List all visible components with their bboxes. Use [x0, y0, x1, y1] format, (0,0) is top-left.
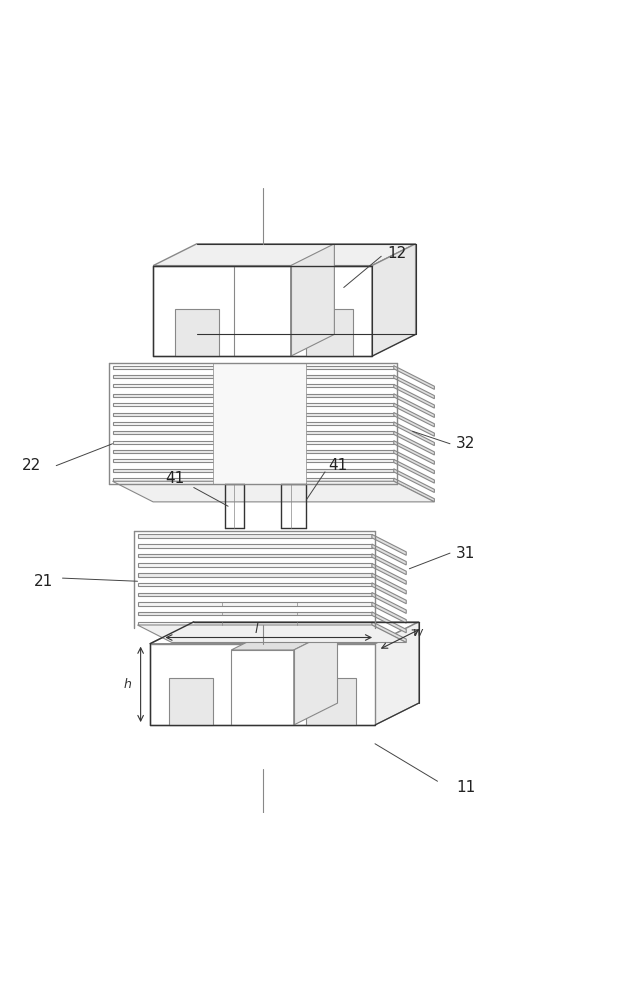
- Polygon shape: [394, 394, 434, 418]
- Polygon shape: [112, 403, 394, 406]
- Polygon shape: [112, 469, 394, 472]
- Polygon shape: [372, 534, 406, 555]
- Text: w: w: [412, 626, 422, 639]
- Polygon shape: [112, 366, 394, 369]
- Polygon shape: [372, 602, 406, 623]
- Polygon shape: [138, 592, 372, 596]
- Polygon shape: [150, 622, 419, 644]
- Polygon shape: [231, 628, 338, 650]
- Polygon shape: [394, 459, 434, 483]
- Polygon shape: [112, 375, 394, 378]
- Text: 22: 22: [22, 458, 41, 473]
- Polygon shape: [372, 544, 406, 565]
- Polygon shape: [375, 622, 419, 725]
- Text: 12: 12: [388, 246, 407, 261]
- Polygon shape: [153, 266, 372, 356]
- Polygon shape: [372, 563, 406, 584]
- Polygon shape: [213, 362, 306, 484]
- Polygon shape: [112, 441, 394, 444]
- Polygon shape: [138, 622, 372, 625]
- Polygon shape: [138, 544, 372, 548]
- Text: 31: 31: [456, 546, 476, 561]
- Polygon shape: [291, 244, 334, 356]
- Polygon shape: [306, 678, 356, 725]
- Polygon shape: [394, 366, 434, 389]
- Polygon shape: [138, 563, 372, 567]
- Text: h: h: [123, 678, 131, 691]
- Polygon shape: [153, 244, 416, 266]
- Text: 21: 21: [34, 574, 53, 589]
- Text: 11: 11: [456, 780, 476, 795]
- Polygon shape: [138, 602, 372, 606]
- Polygon shape: [394, 375, 434, 399]
- Polygon shape: [138, 534, 372, 538]
- Polygon shape: [372, 622, 406, 643]
- Polygon shape: [372, 583, 406, 604]
- Polygon shape: [394, 384, 434, 408]
- Text: 32: 32: [456, 436, 476, 451]
- Polygon shape: [175, 309, 219, 356]
- Polygon shape: [372, 592, 406, 613]
- Polygon shape: [112, 431, 394, 434]
- Polygon shape: [394, 422, 434, 446]
- Polygon shape: [138, 583, 372, 586]
- Polygon shape: [372, 554, 406, 575]
- Polygon shape: [112, 412, 394, 416]
- Polygon shape: [372, 573, 406, 594]
- Polygon shape: [112, 384, 394, 387]
- Text: 41: 41: [328, 458, 347, 473]
- Polygon shape: [112, 450, 394, 453]
- Polygon shape: [394, 478, 434, 502]
- Text: l: l: [254, 623, 258, 636]
- Polygon shape: [372, 244, 416, 356]
- Polygon shape: [306, 309, 353, 356]
- Polygon shape: [394, 403, 434, 427]
- Polygon shape: [112, 422, 394, 425]
- Polygon shape: [394, 431, 434, 455]
- Polygon shape: [394, 441, 434, 464]
- Polygon shape: [112, 394, 394, 397]
- Polygon shape: [112, 478, 394, 481]
- Text: 41: 41: [166, 471, 184, 486]
- Polygon shape: [150, 644, 375, 725]
- Polygon shape: [169, 678, 212, 725]
- Polygon shape: [372, 612, 406, 633]
- Polygon shape: [138, 573, 372, 577]
- Polygon shape: [394, 469, 434, 492]
- Polygon shape: [294, 628, 338, 725]
- Polygon shape: [138, 554, 372, 557]
- Polygon shape: [138, 625, 406, 643]
- Polygon shape: [138, 612, 372, 615]
- Polygon shape: [112, 481, 434, 502]
- Polygon shape: [394, 412, 434, 436]
- Polygon shape: [112, 459, 394, 462]
- Polygon shape: [394, 450, 434, 474]
